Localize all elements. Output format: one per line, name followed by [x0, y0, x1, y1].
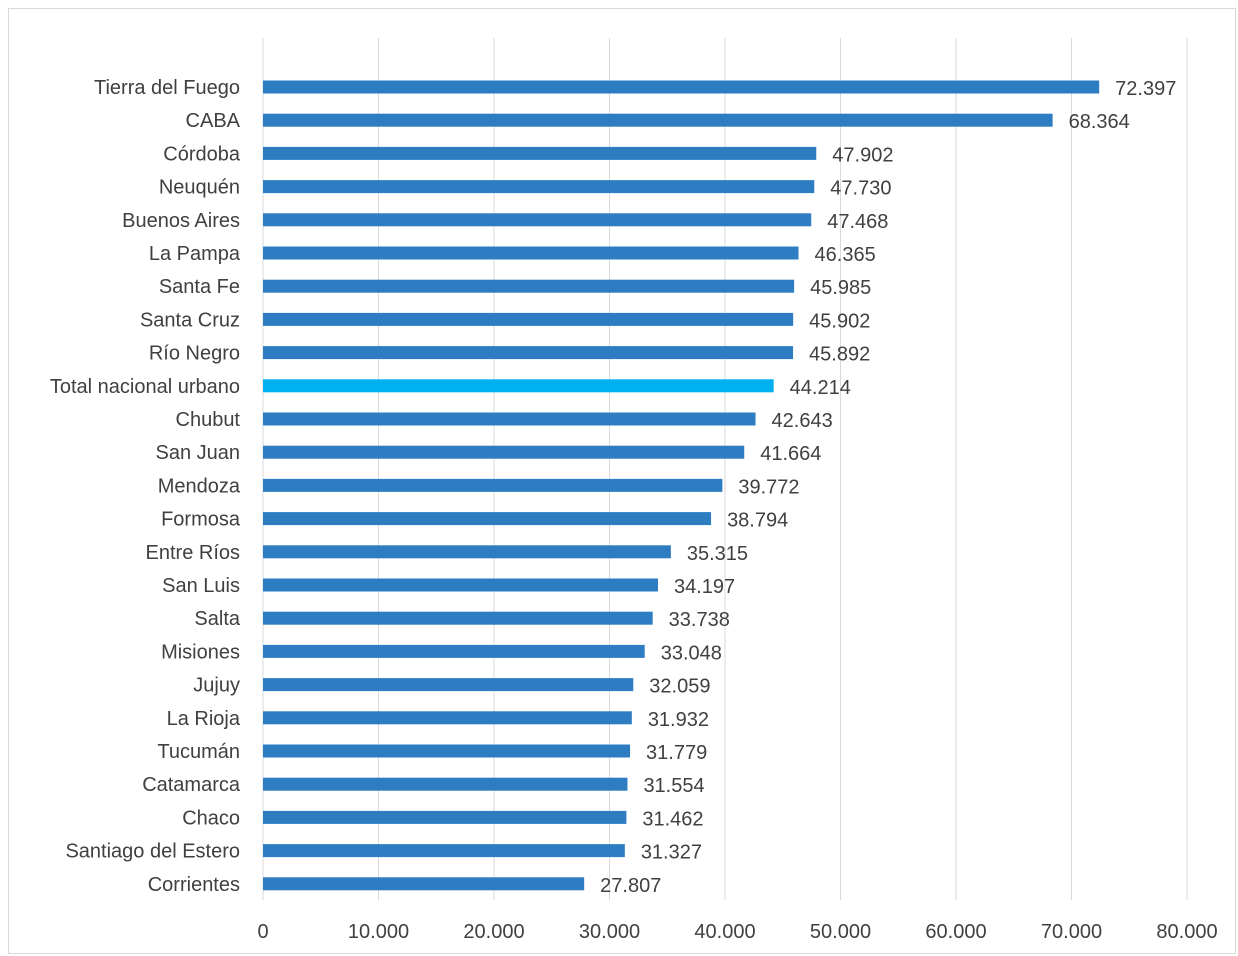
data-label: 31.779 — [646, 742, 707, 764]
category-label: CABA — [186, 110, 241, 132]
bars — [263, 80, 1100, 891]
category-label: San Juan — [155, 442, 240, 464]
data-label: 44.214 — [790, 377, 851, 399]
x-tick-label: 60.000 — [925, 921, 986, 943]
bar — [263, 644, 645, 658]
data-label: 35.315 — [687, 543, 748, 565]
data-label: 47.902 — [832, 144, 893, 166]
x-tick-label: 30.000 — [579, 921, 640, 943]
x-axis-tick-labels: 0 10.000 20.000 30.000 40.000 50.000 60.000 70.… — [257, 921, 1217, 943]
data-label: 31.462 — [642, 808, 703, 830]
x-tick-label: 10.000 — [348, 921, 409, 943]
bar — [263, 312, 794, 326]
category-label: Chubut — [176, 409, 241, 431]
category-label: Chaco — [182, 807, 240, 829]
category-label: Corrientes — [148, 874, 240, 896]
category-label: Formosa — [161, 509, 241, 531]
category-label: Santa Fe — [159, 276, 240, 298]
bar — [263, 246, 799, 260]
category-label: Neuquén — [159, 177, 240, 199]
bar — [263, 379, 774, 393]
bar — [263, 80, 1100, 94]
data-label: 31.554 — [643, 775, 704, 797]
x-tick-label: 0 — [257, 921, 268, 943]
category-label: La Rioja — [167, 708, 241, 730]
bar — [263, 611, 653, 625]
category-label: Tierra del Fuego — [94, 77, 240, 99]
data-label: 39.772 — [738, 476, 799, 498]
category-label: Santa Cruz — [140, 309, 240, 331]
bar — [263, 877, 585, 891]
x-tick-label: 70.000 — [1041, 921, 1102, 943]
bar — [263, 445, 745, 459]
data-label: 32.059 — [649, 676, 710, 698]
category-label: San Luis — [162, 575, 240, 597]
data-label: 38.794 — [727, 510, 788, 532]
category-label: Misiones — [161, 641, 240, 663]
data-label: 45.985 — [810, 277, 871, 299]
bar — [263, 180, 815, 194]
category-labels: Tierra del Fuego CABA Córdoba Neuquén Buenos… — [50, 77, 241, 896]
category-label: Tucumán — [157, 741, 240, 763]
bar — [263, 146, 817, 160]
data-label: 45.902 — [809, 310, 870, 332]
bar — [263, 478, 723, 492]
x-tick-label: 50.000 — [810, 921, 871, 943]
data-label: 46.365 — [815, 244, 876, 266]
x-tick-label: 80.000 — [1156, 921, 1217, 943]
bar — [263, 711, 632, 725]
category-label: Total nacional urbano — [50, 376, 240, 398]
data-label: 42.643 — [772, 410, 833, 432]
category-label: Catamarca — [142, 774, 241, 796]
bar — [263, 346, 794, 360]
bar — [263, 844, 625, 858]
bar — [263, 412, 756, 426]
data-label: 33.048 — [661, 642, 722, 664]
data-label: 41.664 — [760, 443, 821, 465]
bar — [263, 578, 658, 592]
data-labels: 72.397 68.364 47.902 47.730 47.468 46.365 45.9… — [600, 78, 1176, 897]
bar — [263, 545, 671, 559]
data-label: 47.468 — [827, 211, 888, 233]
bar — [263, 213, 812, 227]
x-tick-label: 40.000 — [694, 921, 755, 943]
category-label: Río Negro — [149, 343, 240, 365]
bar — [263, 810, 627, 824]
category-label: Córdoba — [163, 143, 241, 165]
category-label: Salta — [194, 608, 240, 630]
category-label: Buenos Aires — [122, 210, 240, 232]
category-label: Santiago del Estero — [65, 841, 240, 863]
category-label: Mendoza — [158, 475, 241, 497]
bar — [263, 777, 628, 791]
data-label: 31.327 — [641, 842, 702, 864]
category-label: Entre Ríos — [146, 542, 240, 564]
data-label: 31.932 — [648, 709, 709, 731]
data-label: 72.397 — [1115, 78, 1176, 100]
category-label: Jujuy — [193, 675, 240, 697]
category-label: La Pampa — [149, 243, 241, 265]
data-label: 47.730 — [830, 178, 891, 200]
gridlines — [262, 38, 1188, 900]
chart-frame — [8, 8, 1236, 954]
data-label: 27.807 — [600, 875, 661, 897]
data-label: 68.364 — [1069, 111, 1130, 133]
bar — [263, 279, 795, 293]
x-tick-label: 20.000 — [463, 921, 524, 943]
bar — [263, 113, 1053, 127]
data-label: 45.892 — [809, 344, 870, 366]
bar — [263, 744, 631, 758]
bar — [263, 678, 634, 692]
bar — [263, 512, 712, 526]
data-label: 33.738 — [669, 609, 730, 631]
data-label: 34.197 — [674, 576, 735, 598]
